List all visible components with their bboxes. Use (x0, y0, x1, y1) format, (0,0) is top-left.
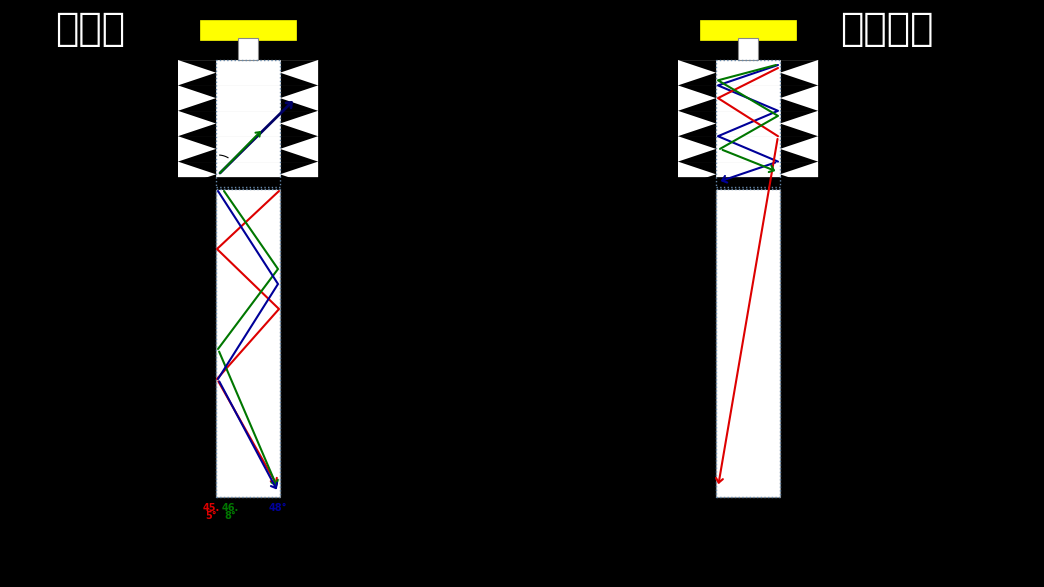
Bar (238, 38, 258, 60)
Bar (177, 85, 318, 111)
Bar (216, 189, 280, 497)
Bar (177, 60, 318, 187)
Text: 2번 이상 반사 후,: 2번 이상 반사 후, (333, 410, 417, 425)
Polygon shape (280, 85, 318, 111)
Text: 46.: 46. (221, 503, 239, 513)
Text: 적분구 내부로 재입사됨.: 적분구 내부로 재입사됨. (333, 430, 438, 445)
Bar (598, 177, 898, 189)
Bar (716, 189, 780, 497)
Text: 확산반사: 확산반사 (840, 9, 933, 48)
Text: 8°: 8° (224, 511, 236, 521)
Bar (216, 85, 280, 111)
Polygon shape (280, 60, 318, 85)
Bar (216, 161, 280, 187)
Text: 3°: 3° (299, 93, 314, 106)
Bar (678, 136, 818, 161)
Bar (716, 189, 780, 497)
Bar (716, 161, 780, 187)
Bar (177, 136, 318, 161)
Bar (716, 111, 780, 136)
Polygon shape (678, 85, 716, 111)
Text: 정반사: 정반사 (55, 9, 125, 48)
Polygon shape (678, 136, 716, 161)
Polygon shape (177, 85, 216, 111)
Bar (216, 136, 280, 161)
Polygon shape (780, 85, 818, 111)
Bar (678, 60, 818, 85)
Polygon shape (780, 161, 818, 187)
Bar (216, 60, 280, 85)
Polygon shape (678, 111, 716, 136)
Bar (216, 189, 280, 497)
Polygon shape (678, 161, 716, 187)
Polygon shape (177, 60, 216, 85)
Polygon shape (280, 161, 318, 187)
Bar (216, 111, 280, 136)
Bar (98, 177, 398, 189)
Bar (678, 111, 818, 136)
Text: => 반사율 < 0.25%: => 반사율 < 0.25% (333, 452, 461, 467)
Bar (200, 20, 296, 40)
Text: 1.8°: 1.8° (226, 139, 250, 149)
Text: 5°: 5° (206, 511, 217, 521)
Text: 48°: 48° (268, 503, 287, 513)
Polygon shape (177, 111, 216, 136)
Text: 8.6: 8.6 (58, 336, 80, 349)
Polygon shape (678, 60, 716, 85)
Bar (177, 60, 318, 85)
Text: 아세탈: 아세탈 (482, 90, 514, 109)
Polygon shape (780, 136, 818, 161)
Bar (738, 38, 758, 60)
Polygon shape (177, 161, 216, 187)
Text: => 반사율 < 0.001%: => 반사율 < 0.001% (833, 442, 971, 457)
Bar (216, 60, 280, 187)
Bar (678, 60, 818, 187)
Text: 45.: 45. (203, 503, 219, 513)
Bar (177, 111, 318, 136)
Polygon shape (280, 111, 318, 136)
Polygon shape (177, 136, 216, 161)
Bar (678, 161, 818, 187)
Bar (716, 136, 780, 161)
Bar (0, 0, 1044, 57)
Bar (716, 60, 780, 187)
Bar (177, 161, 318, 187)
Polygon shape (280, 136, 318, 161)
Bar (716, 85, 780, 111)
Bar (678, 85, 818, 111)
Bar (716, 60, 780, 85)
Text: 5: 5 (71, 176, 80, 188)
Text: 검정종이 테잎: 검정종이 테잎 (462, 160, 533, 178)
Text: 4번 이상의 반사,: 4번 이상의 반사, (833, 420, 912, 435)
Polygon shape (780, 111, 818, 136)
Bar (699, 20, 796, 40)
Polygon shape (780, 60, 818, 85)
